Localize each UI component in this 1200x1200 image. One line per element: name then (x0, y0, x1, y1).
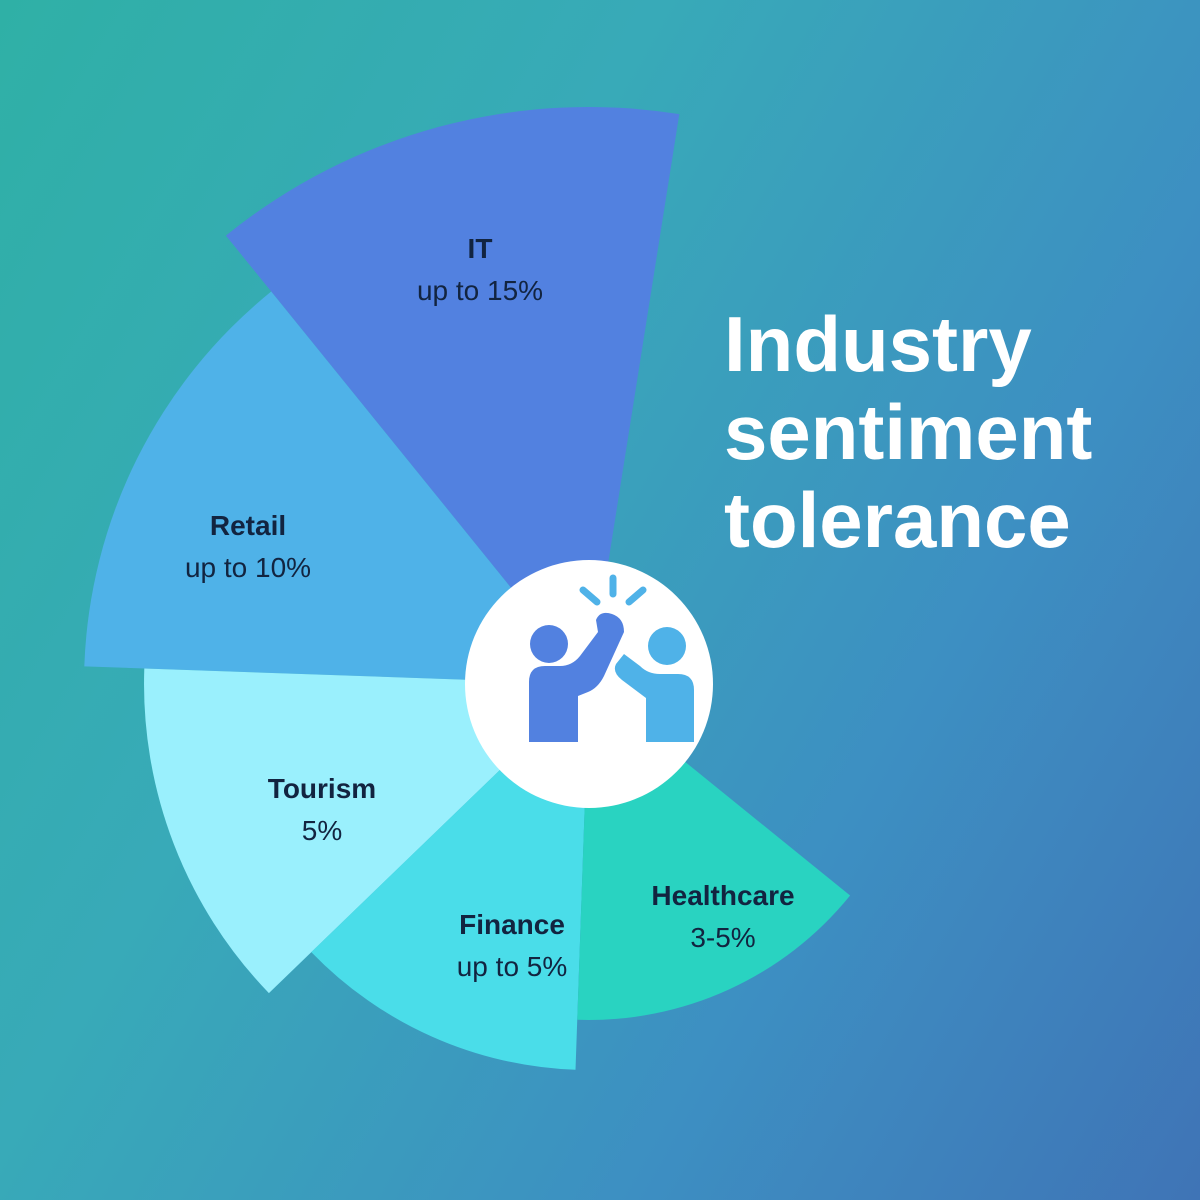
slice-label-tourism: Tourism (268, 773, 376, 804)
chart-center (465, 560, 713, 808)
slice-value-retail: up to 10% (185, 552, 311, 583)
slice-value-tourism: 5% (302, 815, 342, 846)
slice-label-healthcare: Healthcare (651, 880, 794, 911)
slice-tourism (144, 668, 590, 994)
slice-label-retail: Retail (210, 510, 286, 541)
slice-value-it: up to 15% (417, 275, 543, 306)
title-line-1: Industry (724, 300, 1032, 388)
chart-labels: IT up to 15% Retail up to 10% Tourism 5% Finan… (185, 233, 795, 982)
chart-slices (84, 106, 851, 1070)
slice-value-finance: up to 5% (457, 951, 568, 982)
slice-retail (84, 291, 590, 684)
slice-it (225, 106, 680, 685)
slice-label-it: IT (468, 233, 493, 264)
chart-title: Industry sentiment tolerance (724, 300, 1184, 564)
title-line-3: tolerance (724, 476, 1071, 564)
slice-value-healthcare: 3-5% (690, 922, 755, 953)
slice-label-finance: Finance (459, 909, 565, 940)
title-line-2: sentiment (724, 388, 1093, 476)
high-five-icon (529, 574, 694, 742)
